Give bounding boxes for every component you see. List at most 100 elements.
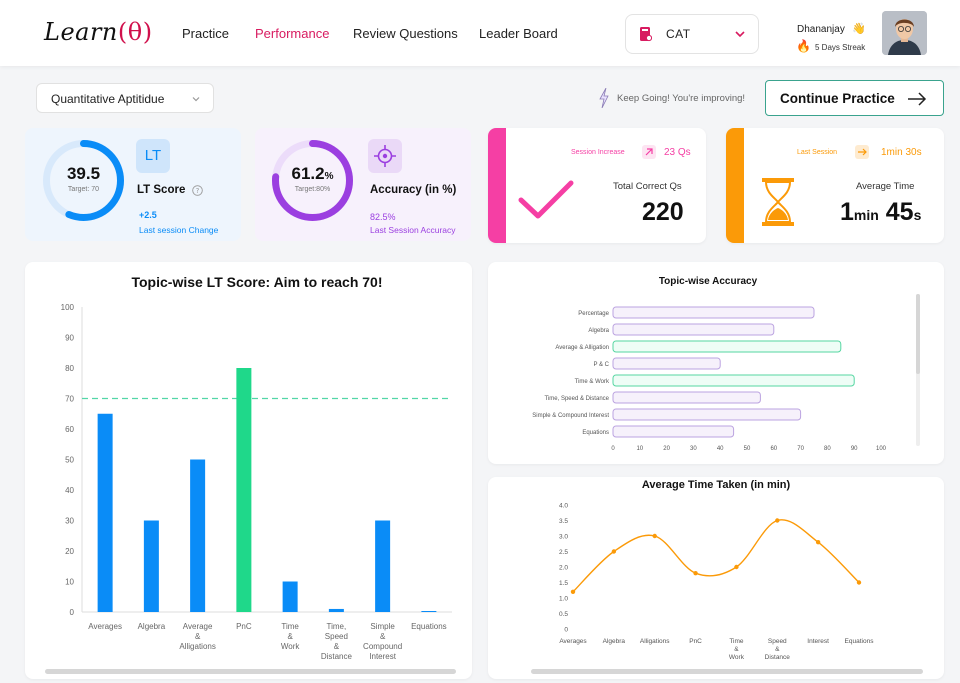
x-tick-label-line: Averages: [559, 638, 587, 645]
x-tick-label: 10: [636, 446, 643, 452]
y-tick-label: 90: [65, 334, 74, 343]
card-accent-strip: [488, 128, 506, 243]
x-tick-label-line: Equations: [411, 622, 447, 631]
wave-icon: 👋: [852, 23, 866, 35]
x-tick-label: Simple & Compound Interest: [363, 622, 402, 661]
data-point: [693, 571, 698, 576]
x-tick-label-line: Algebra: [138, 622, 166, 631]
y-tick-label: 3.5: [559, 518, 568, 525]
x-tick-label: Algebra: [603, 638, 626, 645]
x-tick-label-line: &: [334, 642, 340, 651]
x-tick-label-line: Speed: [325, 632, 348, 641]
avatar[interactable]: [882, 11, 927, 55]
x-tick-label-line: &: [287, 632, 293, 641]
card-accent-strip: [726, 128, 744, 243]
x-tick-label-line: &: [195, 632, 201, 641]
data-point: [570, 589, 576, 594]
session-increase-value: 23 Qs: [664, 147, 691, 158]
lt-icon: LT: [136, 139, 170, 173]
nav-performance[interactable]: Performance: [255, 26, 330, 41]
data-point: [856, 580, 862, 585]
cat-book-icon: [640, 27, 652, 42]
lt-score-chart-panel: Topic-wise LT Score: Aim to reach 70! 0 1…: [25, 262, 472, 679]
bar: [328, 608, 344, 612]
continue-practice-button[interactable]: Continue Practice: [765, 80, 944, 116]
nav-practice[interactable]: Practice: [182, 26, 229, 41]
accuracy-ring: [272, 140, 353, 221]
x-tick-label: 20: [663, 446, 670, 452]
x-tick-label: Time, Speed & Distance: [321, 622, 353, 661]
chart-title: Average Time Taken (in min): [641, 479, 791, 491]
x-tick-label-line: Averages: [88, 622, 122, 631]
x-tick-label: 0: [611, 446, 615, 452]
y-tick-label: Equations: [582, 430, 609, 436]
user-name: Dhananjay: [797, 24, 845, 35]
y-tick-label: 0: [564, 627, 568, 634]
x-tick-label-line: Time,: [327, 622, 347, 631]
motivation-text: Keep Going! You're improving!: [617, 93, 746, 104]
x-tick-label: Time & Work: [281, 622, 301, 651]
continue-practice-label: Continue Practice: [780, 91, 895, 106]
x-tick-label: 50: [744, 446, 751, 452]
y-tick-label: Average & Alligation: [555, 345, 609, 351]
x-tick-label-line: Equations: [845, 638, 875, 645]
vertical-scrollbar[interactable]: [916, 294, 920, 374]
y-tick-label: 0: [70, 608, 75, 617]
x-tick-label-line: Alligations: [179, 642, 215, 651]
x-tick-label: Equations: [411, 622, 447, 631]
bar: [612, 408, 802, 421]
bar: [97, 413, 113, 612]
x-tick-label: Interest: [807, 638, 829, 645]
accuracy-last-label: Last Session Accuracy: [370, 225, 456, 235]
bar: [375, 520, 391, 612]
bar: [421, 611, 437, 612]
hourglass-icon: [762, 178, 794, 226]
exam-select[interactable]: CAT: [625, 14, 759, 54]
subject-select[interactable]: Quantitative Aptitidue: [36, 83, 214, 113]
x-tick-label-line: &: [380, 632, 386, 641]
svg-text:?: ?: [196, 187, 200, 195]
logo[interactable]: Learn(θ): [44, 18, 153, 46]
chevron-down-icon: [735, 31, 745, 38]
average-time-card: Last Session 1min 30s Average Time 1min …: [726, 128, 944, 243]
x-tick-label-line: Distance: [765, 654, 791, 661]
y-tick-label: 40: [65, 486, 74, 495]
horizontal-scrollbar[interactable]: [531, 669, 923, 674]
x-tick-label: PnC: [689, 638, 702, 645]
y-tick-label: Percentage: [578, 311, 609, 317]
accuracy-value: 61.2%: [291, 164, 334, 183]
lt-score-title: LT Score: [137, 184, 186, 196]
y-tick-label: 10: [65, 578, 74, 587]
y-tick-label: 0.5: [559, 611, 568, 618]
y-tick-label: 1.0: [559, 596, 568, 603]
x-tick-label: 30: [690, 446, 697, 452]
lt-score-delta: +2.5: [139, 210, 157, 220]
bar: [612, 340, 842, 353]
progress-arc: [272, 140, 353, 221]
help-icon[interactable]: ?: [192, 185, 203, 196]
nav-review-questions[interactable]: Review Questions: [353, 26, 458, 41]
lt-score-bar-chart: 0 10 20 30 40 50 60 70 80 90 100 Averages Algebra Ave…: [61, 303, 452, 661]
data-point: [775, 518, 780, 523]
y-tick-label: Algebra: [588, 328, 609, 334]
lt-score-card: 39.5 Target: 70 LT LT Score ? +2.5 Last …: [25, 128, 241, 241]
x-tick-label: Algebra: [138, 622, 166, 631]
x-tick-label: 40: [717, 446, 724, 452]
y-tick-label: 2.5: [559, 549, 568, 556]
x-tick-label-line: Alligations: [640, 638, 670, 645]
y-tick-label: 20: [65, 547, 74, 556]
flame-icon: 🔥: [796, 39, 811, 53]
y-tick-label: 70: [65, 395, 74, 404]
x-tick-label-line: PnC: [236, 622, 252, 631]
nav-leader-board[interactable]: Leader Board: [479, 26, 558, 41]
series-line: [572, 519, 860, 593]
y-tick-label: 50: [65, 456, 74, 465]
x-tick-label: 100: [876, 446, 887, 452]
horizontal-scrollbar[interactable]: [45, 669, 456, 674]
y-tick-label: Time, Speed & Distance: [545, 396, 610, 402]
arrow-right-icon: [908, 92, 927, 106]
x-tick-label-line: &: [775, 646, 780, 653]
y-tick-label: 4.0: [559, 503, 568, 510]
x-tick-label: Time & Work: [729, 638, 745, 661]
data-point: [652, 533, 657, 539]
